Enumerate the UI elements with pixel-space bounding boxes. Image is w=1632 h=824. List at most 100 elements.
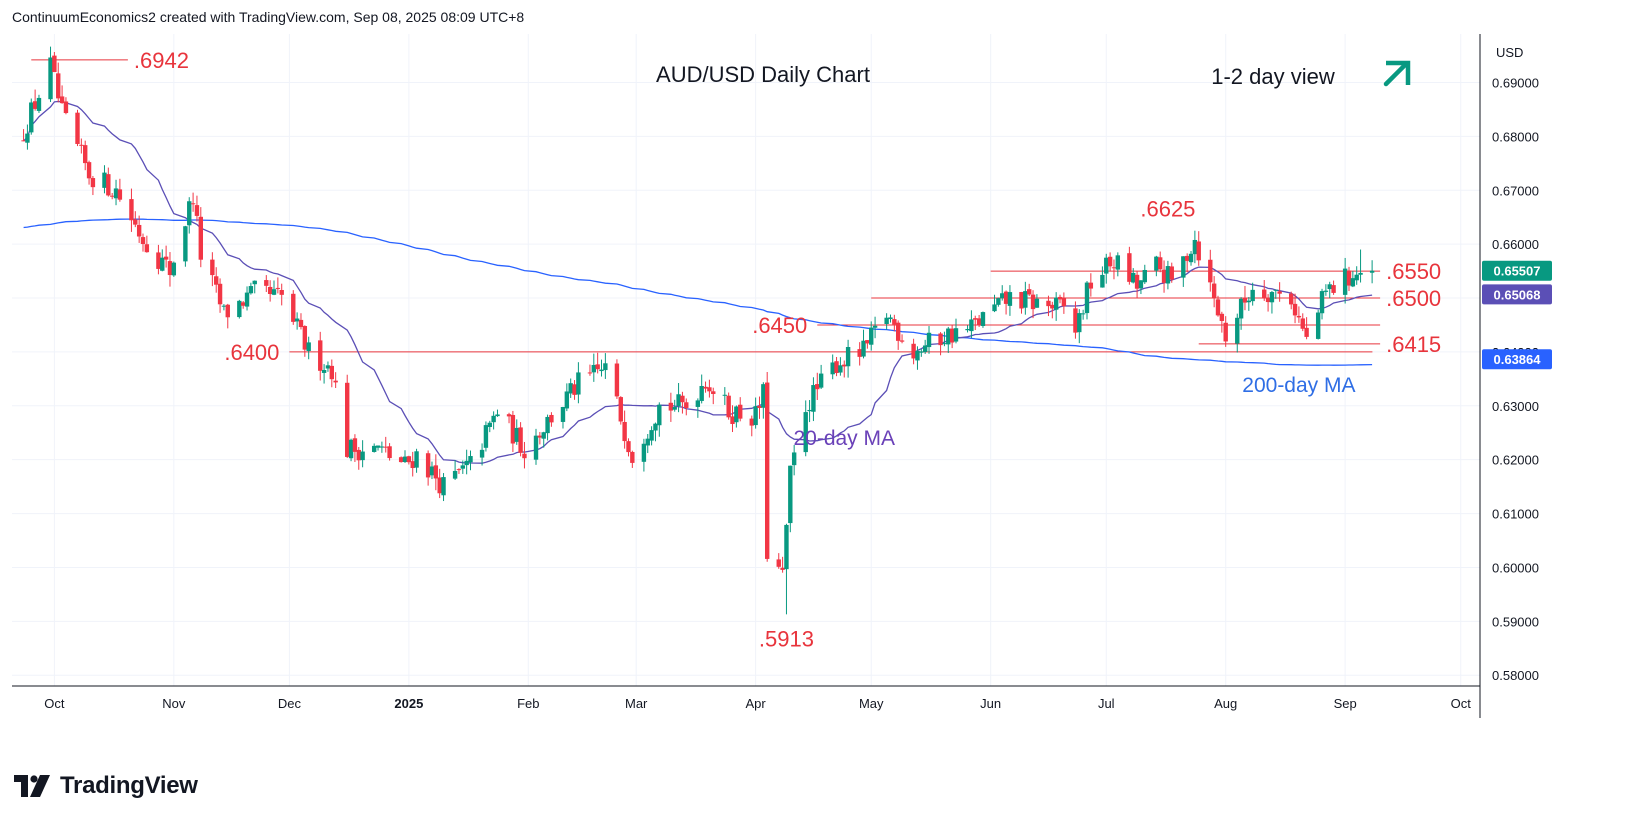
- candle[interactable]: [86, 160, 92, 185]
- candle[interactable]: [541, 431, 546, 448]
- candle[interactable]: [649, 426, 654, 446]
- candle[interactable]: [510, 410, 516, 453]
- candle[interactable]: [734, 405, 739, 428]
- candle[interactable]: [352, 434, 358, 462]
- candle[interactable]: [479, 443, 485, 466]
- candle[interactable]: [676, 383, 681, 413]
- candle[interactable]: [761, 382, 766, 419]
- candle[interactable]: [845, 339, 851, 378]
- candle[interactable]: [895, 320, 901, 350]
- candle[interactable]: [133, 211, 138, 228]
- candle[interactable]: [329, 359, 335, 388]
- candle[interactable]: [1289, 291, 1294, 310]
- candle[interactable]: [1061, 292, 1067, 314]
- candle[interactable]: [1007, 285, 1013, 316]
- candle[interactable]: [1034, 294, 1040, 308]
- candle[interactable]: [680, 391, 685, 414]
- candle[interactable]: [468, 450, 473, 471]
- candle[interactable]: [483, 421, 489, 452]
- candle[interactable]: [818, 364, 824, 390]
- candle[interactable]: [348, 438, 354, 462]
- tradingview-logo[interactable]: TradingView: [14, 772, 198, 800]
- candle[interactable]: [1165, 260, 1171, 290]
- candle[interactable]: [410, 451, 415, 477]
- candle[interactable]: [325, 361, 331, 372]
- candle[interactable]: [129, 188, 134, 232]
- candle[interactable]: [1107, 252, 1113, 272]
- candle[interactable]: [136, 215, 142, 243]
- candle[interactable]: [830, 354, 835, 380]
- candle[interactable]: [495, 409, 500, 417]
- candle[interactable]: [433, 454, 439, 491]
- candle[interactable]: [1269, 290, 1275, 314]
- candle[interactable]: [587, 364, 593, 376]
- candle[interactable]: [1238, 297, 1244, 330]
- candle[interactable]: [1262, 280, 1267, 301]
- candle[interactable]: [711, 387, 716, 405]
- candle[interactable]: [279, 283, 284, 306]
- candle[interactable]: [533, 428, 539, 465]
- candle[interactable]: [140, 233, 146, 252]
- candle[interactable]: [1292, 293, 1298, 324]
- candle[interactable]: [922, 339, 928, 354]
- candle[interactable]: [237, 299, 242, 319]
- candle[interactable]: [1246, 297, 1252, 311]
- candle[interactable]: [1300, 313, 1305, 332]
- candle[interactable]: [83, 140, 88, 171]
- candle[interactable]: [1161, 260, 1167, 293]
- candle[interactable]: [187, 197, 192, 234]
- candle[interactable]: [383, 436, 388, 453]
- candle[interactable]: [926, 326, 932, 354]
- candle[interactable]: [144, 235, 150, 253]
- candle[interactable]: [1104, 253, 1109, 284]
- candle[interactable]: [167, 252, 173, 287]
- candle[interactable]: [915, 346, 920, 370]
- candle[interactable]: [425, 450, 431, 486]
- candle[interactable]: [25, 124, 30, 150]
- candle[interactable]: [576, 362, 581, 404]
- candle[interactable]: [1215, 295, 1221, 317]
- candle[interactable]: [549, 412, 554, 427]
- candle[interactable]: [298, 313, 304, 330]
- candle[interactable]: [911, 338, 916, 365]
- candle[interactable]: [345, 374, 350, 459]
- candle[interactable]: [375, 445, 381, 451]
- candle[interactable]: [1346, 266, 1352, 292]
- candle[interactable]: [1100, 266, 1105, 288]
- candle[interactable]: [214, 267, 219, 293]
- candle[interactable]: [244, 286, 250, 311]
- candle[interactable]: [1050, 301, 1055, 319]
- candle[interactable]: [198, 207, 203, 268]
- candle[interactable]: [183, 225, 188, 267]
- candle[interactable]: [360, 440, 365, 468]
- candle[interactable]: [815, 372, 820, 400]
- candle[interactable]: [1142, 264, 1147, 284]
- candle[interactable]: [398, 456, 404, 463]
- candle[interactable]: [537, 431, 543, 445]
- candle[interactable]: [791, 444, 797, 476]
- candle[interactable]: [160, 249, 165, 272]
- candle[interactable]: [811, 377, 816, 422]
- candle[interactable]: [668, 392, 674, 422]
- candle[interactable]: [953, 318, 959, 344]
- candle[interactable]: [194, 195, 200, 222]
- candle[interactable]: [980, 311, 986, 328]
- candle[interactable]: [1315, 309, 1321, 340]
- candle[interactable]: [291, 290, 296, 325]
- candle[interactable]: [899, 334, 905, 344]
- candle[interactable]: [1358, 249, 1363, 283]
- candle[interactable]: [572, 380, 577, 400]
- candle[interactable]: [1127, 246, 1132, 285]
- candle[interactable]: [1030, 290, 1036, 319]
- candle[interactable]: [56, 62, 61, 103]
- candle[interactable]: [113, 179, 119, 206]
- candle[interactable]: [514, 419, 519, 445]
- candle[interactable]: [703, 381, 708, 393]
- candle[interactable]: [738, 397, 743, 422]
- candle[interactable]: [1196, 231, 1201, 266]
- candle[interactable]: [1323, 284, 1329, 296]
- candle[interactable]: [568, 378, 573, 398]
- candle[interactable]: [861, 329, 866, 359]
- candle[interactable]: [464, 449, 469, 475]
- candle[interactable]: [869, 321, 874, 351]
